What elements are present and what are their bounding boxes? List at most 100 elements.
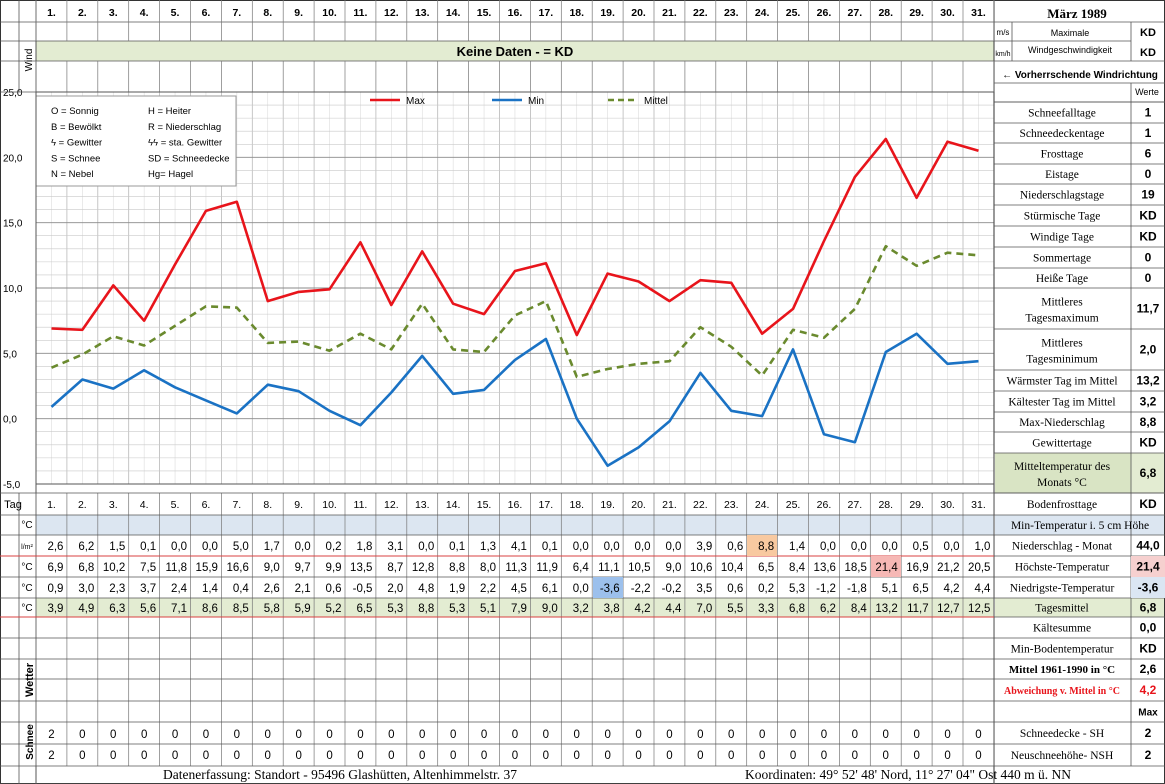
stat-label: Kältesumme bbox=[1033, 623, 1091, 635]
day-header: 27. bbox=[848, 499, 863, 511]
highlight-max-precip bbox=[747, 535, 777, 556]
stat-label: Max-Niederschlag bbox=[1019, 417, 1105, 429]
day-header: 10. bbox=[322, 7, 337, 19]
day-header: 7. bbox=[232, 7, 241, 19]
cell-max: 11,9 bbox=[536, 562, 558, 574]
cell-schneedecke: 0 bbox=[326, 729, 332, 741]
day-header: 26. bbox=[817, 7, 832, 19]
cell-neuschnee: 0 bbox=[821, 750, 827, 762]
cell-mittel: 5,8 bbox=[264, 603, 280, 615]
cell-mittel: 3,3 bbox=[758, 603, 774, 615]
cell-niederschlag: 1,4 bbox=[789, 541, 806, 553]
stat-value: KD bbox=[1139, 230, 1157, 244]
cell-min: 1,9 bbox=[449, 583, 465, 595]
wetter-label: Wetter bbox=[24, 662, 36, 697]
cell-niederschlag: 4,1 bbox=[511, 541, 527, 553]
day-header: 13. bbox=[415, 499, 430, 511]
y-tick-label: 10,0 bbox=[3, 284, 23, 295]
cell-schneedecke: 0 bbox=[172, 729, 178, 741]
unit-label: °C bbox=[21, 583, 32, 594]
cell-max: 12,8 bbox=[412, 562, 434, 574]
cell-min: 0,9 bbox=[47, 583, 63, 595]
cell-schneedecke: 0 bbox=[604, 729, 610, 741]
cell-neuschnee: 0 bbox=[790, 750, 796, 762]
cell-max: 16,6 bbox=[226, 562, 248, 574]
y-tick-label: 20,0 bbox=[3, 153, 23, 164]
y-tick-label: 5,0 bbox=[3, 349, 17, 360]
cell-niederschlag: 0,1 bbox=[140, 541, 156, 553]
stat-label: Frosttage bbox=[1041, 149, 1084, 161]
cell-schneedecke: 0 bbox=[635, 729, 641, 741]
stat-label: Min-Bodentemperatur bbox=[1011, 644, 1114, 656]
day-header: 24. bbox=[755, 499, 770, 511]
unit-label: °C bbox=[21, 562, 32, 573]
stat-value: 8,8 bbox=[1140, 415, 1157, 429]
cell-min: -1,8 bbox=[847, 583, 867, 595]
stat-label: Mittleres bbox=[1041, 338, 1083, 350]
cell-mittel: 12,7 bbox=[937, 603, 959, 615]
stat-value: 11,7 bbox=[1137, 302, 1160, 316]
day-header: 8. bbox=[263, 499, 272, 511]
key-item: O = Sonnig bbox=[51, 106, 99, 117]
cell-min: -1,2 bbox=[816, 583, 836, 595]
cell-neuschnee: 0 bbox=[110, 750, 116, 762]
cell-neuschnee: 0 bbox=[172, 750, 178, 762]
day-header: 4. bbox=[140, 499, 149, 511]
cell-mittel: 13,2 bbox=[875, 603, 897, 615]
day-header: 2. bbox=[78, 499, 87, 511]
cell-mittel: 5,3 bbox=[449, 603, 465, 615]
stat-label: Min-Temperatur i. 5 cm Höhe bbox=[1011, 520, 1149, 532]
schnee-label: Schnee bbox=[25, 724, 36, 760]
cell-niederschlag: 0,0 bbox=[665, 541, 681, 553]
footer-coordinates: Koordinaten: 49° 52' 48' Nord, 11° 27' 0… bbox=[745, 767, 1071, 782]
stat-value: 44,0 bbox=[1136, 539, 1160, 553]
cell-max: 11,1 bbox=[598, 562, 620, 574]
cell-niederschlag: 2,6 bbox=[47, 541, 63, 553]
cell-schneedecke: 0 bbox=[388, 729, 394, 741]
day-header: 14. bbox=[446, 499, 461, 511]
stat-label: Eistage bbox=[1045, 169, 1079, 181]
day-header: 22. bbox=[693, 499, 708, 511]
legend-label-mittel: Mittel bbox=[644, 96, 668, 107]
cell-min: 3,0 bbox=[78, 583, 94, 595]
key-item: S = Schnee bbox=[51, 153, 100, 164]
cell-schneedecke: 0 bbox=[697, 729, 703, 741]
day-header: 12. bbox=[384, 499, 399, 511]
cell-niederschlag: 8,8 bbox=[758, 541, 774, 553]
cell-niederschlag: 0,0 bbox=[851, 541, 867, 553]
day-header: 21. bbox=[662, 499, 677, 511]
cell-neuschnee: 0 bbox=[975, 750, 981, 762]
day-header: 18. bbox=[569, 7, 584, 19]
cell-mittel: 3,9 bbox=[47, 603, 63, 615]
stat-label: Abweichung v. Mittel in °C bbox=[1004, 686, 1120, 697]
stat-value: 19 bbox=[1141, 188, 1155, 202]
stat-value: 6,8 bbox=[1140, 601, 1157, 615]
max-wind-value-ms: KD bbox=[1140, 27, 1156, 39]
cell-min: 0,0 bbox=[573, 583, 589, 595]
cell-max: 9,9 bbox=[326, 562, 342, 574]
cell-max: 9,0 bbox=[264, 562, 280, 574]
cell-min: 0,6 bbox=[727, 583, 743, 595]
cell-neuschnee: 0 bbox=[481, 750, 487, 762]
day-header: 24. bbox=[755, 7, 770, 19]
stat-value: 3,2 bbox=[1140, 395, 1157, 409]
cell-niederschlag: 0,1 bbox=[449, 541, 465, 553]
cell-neuschnee: 0 bbox=[357, 750, 363, 762]
cell-niederschlag: 0,0 bbox=[882, 541, 898, 553]
cell-min: 2,2 bbox=[480, 583, 496, 595]
day-header: 20. bbox=[631, 7, 646, 19]
cell-min: 0,6 bbox=[326, 583, 342, 595]
cell-min: 2,4 bbox=[171, 583, 188, 595]
cell-max: 11,8 bbox=[166, 562, 188, 574]
cell-neuschnee: 2 bbox=[48, 750, 54, 762]
y-tick-label: -5,0 bbox=[3, 480, 21, 491]
day-header: 2. bbox=[78, 7, 87, 19]
cell-max: 8,4 bbox=[789, 562, 806, 574]
cell-neuschnee: 0 bbox=[635, 750, 641, 762]
day-header: 8. bbox=[263, 7, 272, 19]
day-header: 29. bbox=[909, 7, 924, 19]
stat-label: Tagesmaximum bbox=[1025, 313, 1098, 325]
cell-min: -0,5 bbox=[353, 583, 373, 595]
stat-value: 1 bbox=[1145, 126, 1152, 140]
stat-label: Niederschlag - Monat bbox=[1012, 541, 1113, 553]
